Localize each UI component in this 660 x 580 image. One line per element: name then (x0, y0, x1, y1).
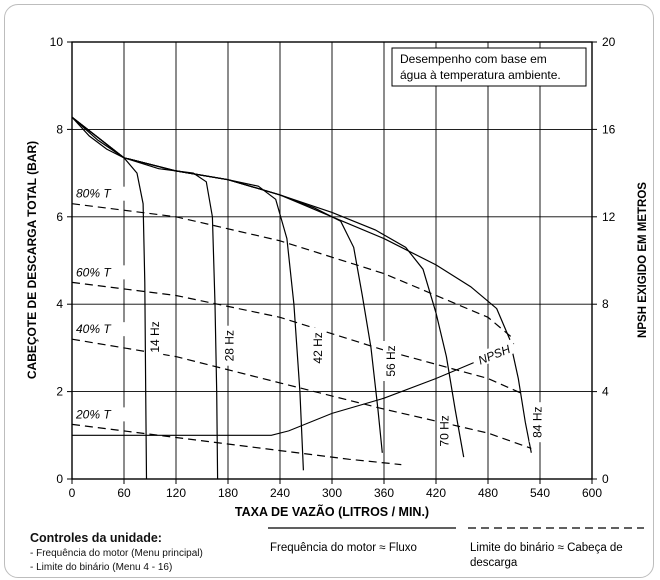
frequency-curve-label: 70 Hz (438, 415, 452, 446)
x-axis-label: TAXA DE VAZÃO (LITROS / MIN.) (235, 504, 429, 519)
y-tick-label-right: 0 (602, 472, 609, 486)
y-tick-label-left: 10 (50, 35, 64, 49)
frequency-curve (71, 116, 532, 453)
torque-label-bg (74, 265, 126, 280)
x-tick-label: 180 (218, 486, 238, 500)
torque-curve (71, 281, 523, 395)
y-tick-label-left: 4 (56, 297, 63, 311)
x-tick-label: 480 (478, 486, 498, 500)
frequency-curve-label: 14 Hz (148, 321, 162, 352)
torque-curve (71, 203, 515, 340)
torque-curves (71, 203, 532, 466)
frequency-curve-label: 28 Hz (223, 330, 237, 361)
curve-labels: 80% T 60% T 40% T 20% T 14 Hz 28 Hz 42 Hz 56 Hz… (74, 186, 546, 451)
y-axis-label-left: CABEÇOTE DE DESCARGA TOTAL (BAR) (25, 141, 39, 379)
torque-label-bg (74, 186, 126, 201)
frequency-curve-label: 42 Hz (311, 332, 325, 363)
frequency-label-bg (382, 341, 399, 382)
x-tick-label: 60 (117, 486, 131, 500)
torque-curve (71, 423, 402, 466)
x-tick-label: 540 (530, 486, 550, 500)
npsh-curve (72, 343, 515, 436)
frequency-curve-label: 84 Hz (530, 407, 544, 438)
frequency-curve-label: 56 Hz (384, 345, 398, 376)
x-tick-label: 120 (166, 486, 186, 500)
npsh-label-bg (470, 339, 517, 369)
annotation-line-1: Desempenho com base em (400, 52, 547, 66)
torque-curve-label: 60% T (76, 265, 112, 279)
frequency-curve (71, 116, 383, 453)
torque-curve-label: 80% T (76, 187, 112, 201)
y-tick-label-left: 2 (56, 385, 63, 399)
y-tick-label-right: 16 (602, 122, 616, 136)
chart-card (4, 4, 654, 578)
controls-item-torque: Limite do binário (Menu 4 - 16) (30, 561, 270, 575)
frequency-curves (71, 116, 532, 480)
legend-dashed-label-1: Limite do binário ≈ Cabeça de (470, 542, 623, 554)
y-tick-label-right: 8 (602, 297, 609, 311)
torque-label-bg (74, 407, 126, 422)
frequency-label-bg (147, 316, 164, 357)
frequency-label-bg (436, 410, 453, 451)
y-tick-label-right: 12 (602, 210, 616, 224)
torque-curve (71, 338, 532, 449)
frequency-label-bg (529, 402, 546, 443)
y-tick-label-left: 6 (56, 210, 63, 224)
annotation-box (391, 47, 587, 87)
frequency-label-bg (221, 325, 238, 366)
x-tick-label: 600 (582, 486, 602, 500)
y-tick-label-right: 4 (602, 385, 609, 399)
frequency-curve (71, 116, 465, 458)
x-tick-label: 300 (322, 486, 342, 500)
frequency-label-bg (310, 327, 327, 368)
unit-controls: Controles da unidade: Frequência do moto… (30, 531, 270, 575)
torque-label-bg (74, 322, 126, 337)
y-axis-label-right: NPSH EXIGIDO EM METROS (637, 182, 649, 338)
x-tick-label: 0 (69, 486, 76, 500)
torque-curve-label: 40% T (76, 322, 112, 336)
controls-title: Controles da unidade: (30, 531, 162, 545)
y-tick-label-left: 8 (56, 122, 63, 136)
annotation-line-2: água à temperatura ambiente. (400, 68, 561, 82)
x-tick-label: 240 (270, 486, 290, 500)
axis-ticks: 0 60 120 180 240 300 360 420 480 540 6000246810048… (50, 35, 616, 500)
legend-solid-label: Frequência do motor ≈ Fluxo (270, 542, 417, 554)
y-tick-label-left: 0 (56, 472, 63, 486)
x-tick-label: 420 (426, 486, 446, 500)
y-tick-label-right: 20 (602, 35, 616, 49)
controls-item-frequency: Frequência do motor (Menu principal) (30, 547, 270, 561)
legend-dashed-label-2: descarga (470, 557, 518, 569)
x-tick-label: 360 (374, 486, 394, 500)
frequency-curve (71, 116, 219, 480)
npsh-curve-label: NPSH (476, 342, 512, 368)
frequency-curve (71, 116, 148, 480)
torque-curve-label: 20% T (75, 407, 112, 421)
